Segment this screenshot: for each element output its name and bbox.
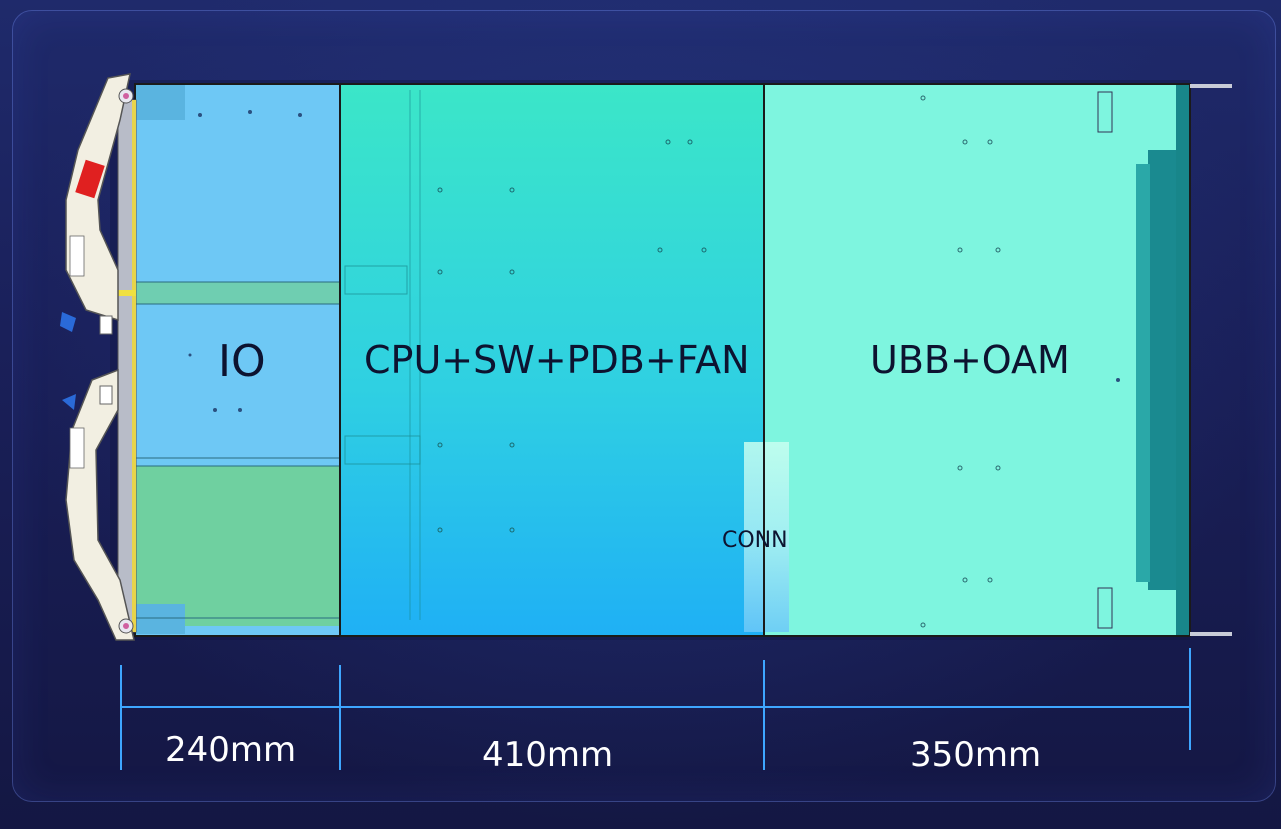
warning-tag-icon [75, 159, 105, 199]
connector-strip [744, 442, 789, 632]
dimension-lines [120, 648, 1191, 770]
cpu-section [340, 84, 764, 636]
dimension-ubb-label: 350mm [910, 735, 1042, 775]
io-section [135, 84, 340, 636]
ubb-section [764, 84, 1190, 636]
dimension-io-label: 240mm [165, 730, 297, 770]
io-label: IO [218, 336, 266, 387]
cpu-label: CPU+SW+PDB+FAN [364, 338, 750, 382]
ubb-label: UBB+OAM [870, 338, 1070, 382]
content-panel [12, 10, 1276, 802]
connector-label: CONN [722, 528, 788, 553]
dimension-cpu-label: 410mm [482, 735, 614, 775]
front-bezel [60, 73, 137, 641]
